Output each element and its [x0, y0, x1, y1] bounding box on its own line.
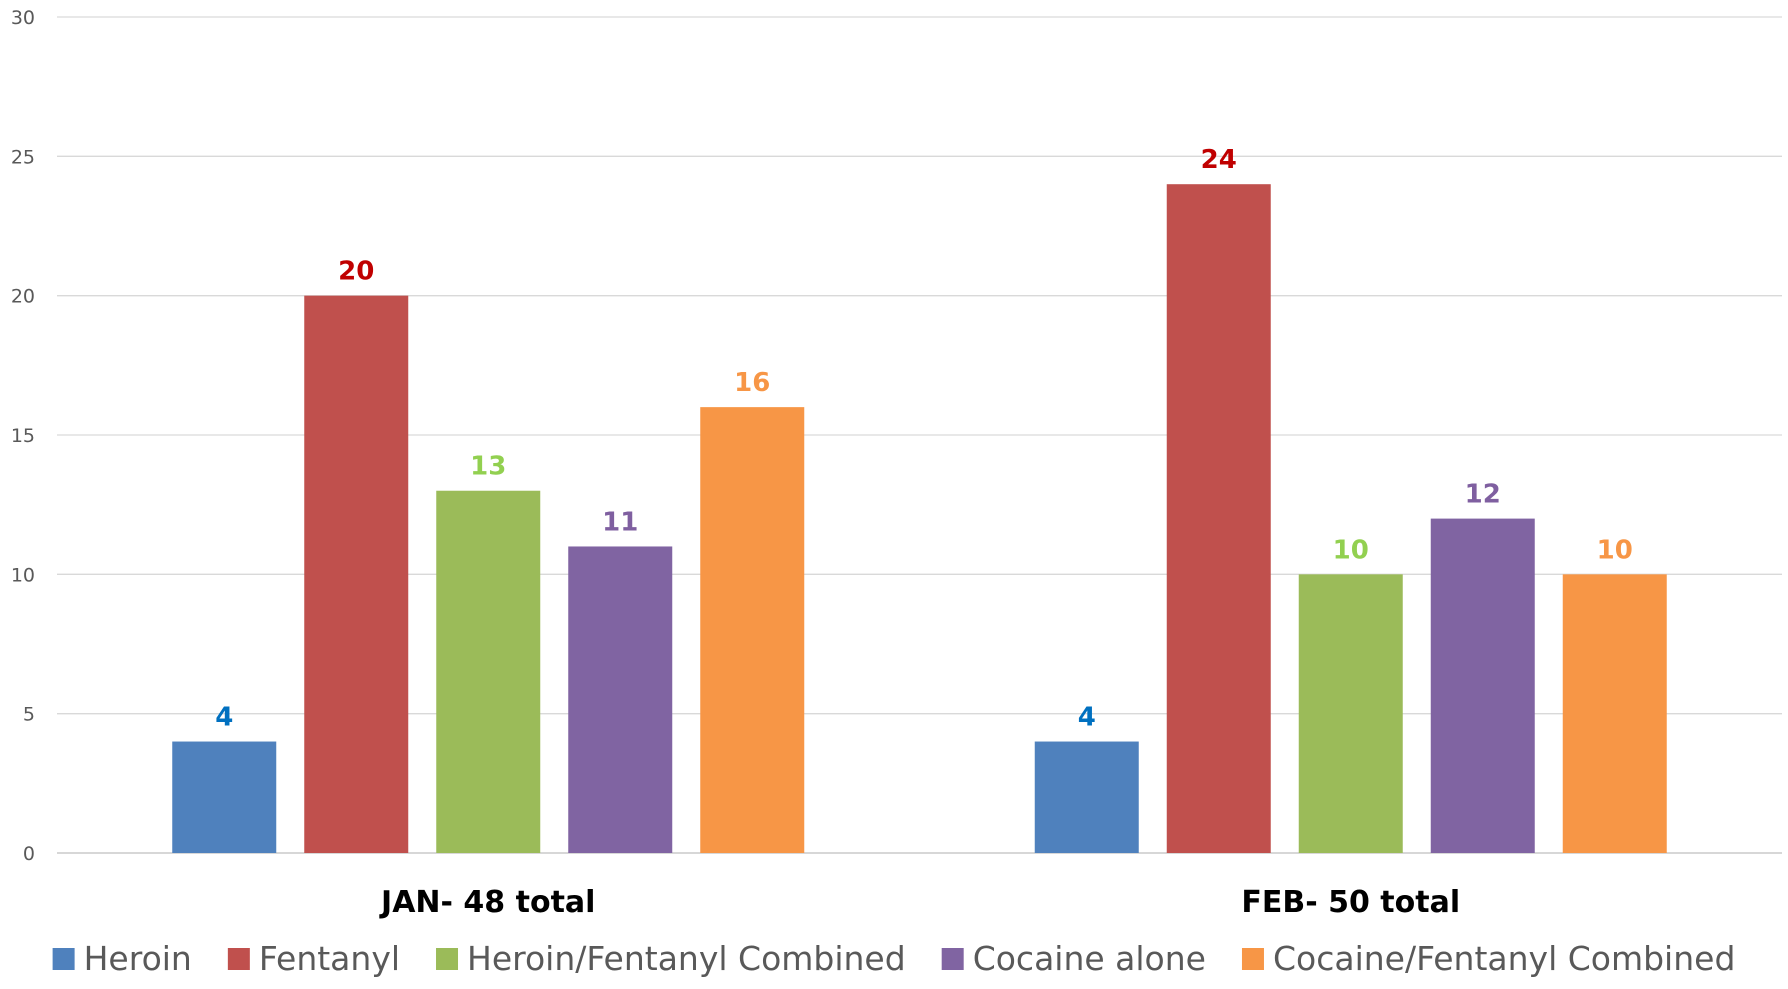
- bar: [568, 546, 673, 853]
- legend-swatch: [436, 948, 459, 970]
- bar: [436, 490, 541, 853]
- bar: [172, 741, 277, 853]
- bar: [1034, 741, 1139, 853]
- legend: Heroin Fentanyl Heroin/Fentanyl Combined Co…: [52, 939, 1735, 978]
- legend-label: Cocaine alone: [973, 939, 1206, 978]
- bars: [172, 184, 1667, 854]
- x-axis: JAN- 48 total FEB- 50 total: [379, 885, 1460, 920]
- y-tick-label: 10: [11, 564, 35, 586]
- data-label: 20: [338, 257, 374, 287]
- y-tick-label: 15: [11, 425, 35, 447]
- legend-swatch: [227, 948, 250, 970]
- y-axis: 0 5 10 15 20 25 30: [11, 7, 35, 865]
- bar: [1562, 574, 1667, 853]
- legend-label: Cocaine/Fentanyl Combined: [1273, 939, 1735, 978]
- data-label: 4: [215, 703, 233, 733]
- x-category-label: FEB- 50 total: [1241, 885, 1460, 920]
- legend-label: Heroin: [84, 939, 192, 978]
- bar: [1298, 574, 1403, 853]
- data-labels: 4 20 13 11 16 4 24 10 12 10: [215, 145, 1633, 732]
- data-label: 24: [1201, 145, 1237, 175]
- legend-swatch: [1241, 948, 1264, 970]
- y-tick-label: 20: [11, 286, 35, 308]
- y-tick-label: 0: [23, 843, 35, 865]
- legend-swatch: [52, 948, 75, 970]
- y-tick-label: 30: [11, 7, 35, 29]
- data-label: 12: [1465, 480, 1501, 510]
- bar: [1430, 518, 1535, 853]
- data-label: 4: [1078, 703, 1096, 733]
- bar: [304, 295, 409, 854]
- legend-label: Heroin/Fentanyl Combined: [467, 939, 906, 978]
- data-label: 10: [1597, 535, 1633, 565]
- bar: [700, 407, 805, 853]
- data-label: 13: [470, 452, 506, 482]
- bar: [1166, 184, 1271, 853]
- data-label: 10: [1333, 535, 1369, 565]
- y-tick-label: 5: [23, 704, 35, 726]
- data-label: 11: [602, 507, 638, 537]
- legend-swatch: [941, 948, 964, 970]
- legend-label: Fentanyl: [259, 939, 400, 978]
- data-label: 16: [734, 368, 770, 398]
- y-tick-label: 25: [11, 146, 35, 168]
- x-category-label: JAN- 48 total: [379, 885, 595, 920]
